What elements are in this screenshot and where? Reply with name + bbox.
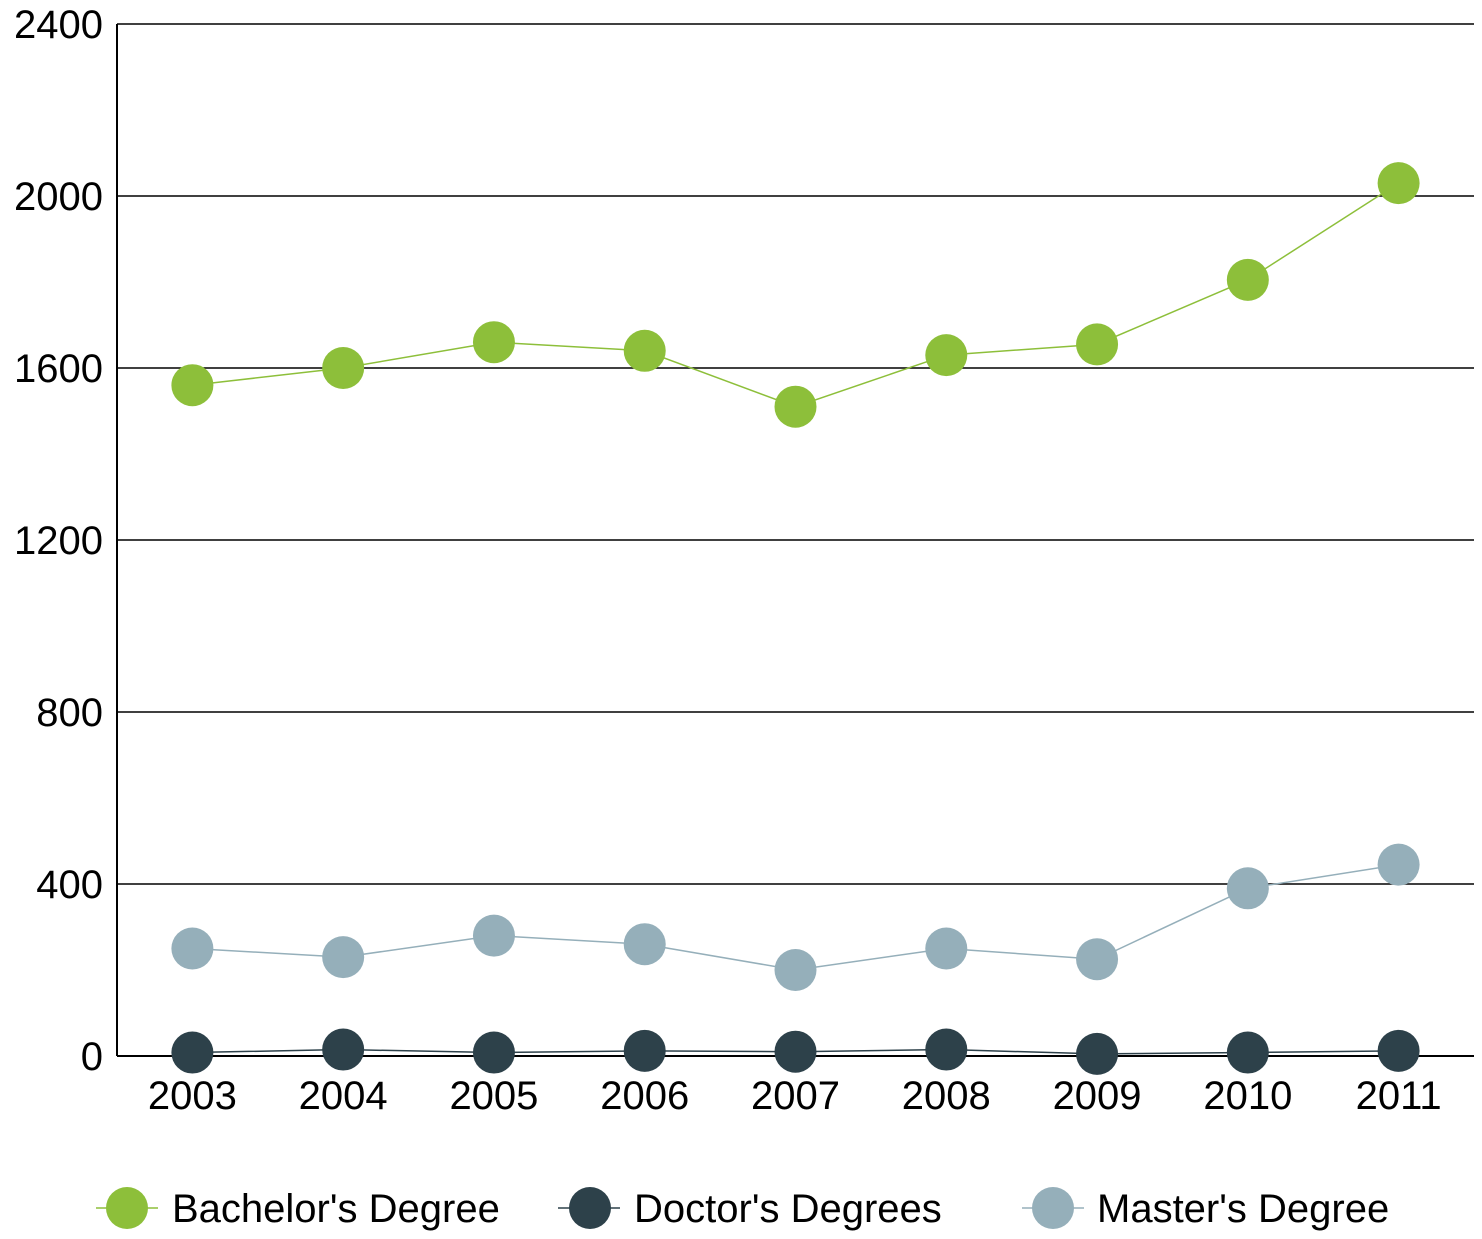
x-tick-label: 2004 — [299, 1074, 388, 1118]
legend-label: Master's Degree — [1097, 1187, 1389, 1231]
data-point — [1227, 259, 1269, 301]
x-tick-label: 2009 — [1053, 1074, 1142, 1118]
legend-marker — [569, 1187, 611, 1229]
gridlines — [117, 24, 1474, 884]
y-tick-label: 400 — [36, 863, 103, 907]
y-tick-label: 800 — [36, 691, 103, 735]
series-lines — [171, 162, 1419, 1075]
data-point — [322, 347, 364, 389]
data-point — [1227, 1032, 1269, 1074]
data-point — [1378, 162, 1420, 204]
y-tick-label: 2400 — [14, 3, 103, 47]
legend-item-0: Bachelor's Degree — [96, 1187, 500, 1231]
legend-item-2: Master's Degree — [1022, 1187, 1389, 1231]
legend-marker — [1032, 1187, 1074, 1229]
legend-item-1: Doctor's Degrees — [558, 1187, 942, 1231]
data-point — [473, 321, 515, 363]
y-tick-label: 1200 — [14, 519, 103, 563]
data-point — [1227, 867, 1269, 909]
legend-marker — [106, 1187, 148, 1229]
x-tick-label: 2011 — [1356, 1074, 1442, 1118]
data-point — [1378, 1030, 1420, 1072]
data-point — [775, 949, 817, 991]
x-tick-label: 2008 — [902, 1074, 991, 1118]
data-point — [171, 364, 213, 406]
data-point — [925, 334, 967, 376]
series-2 — [171, 844, 1419, 991]
data-point — [1378, 844, 1420, 886]
data-point — [473, 915, 515, 957]
data-point — [473, 1032, 515, 1074]
data-point — [775, 386, 817, 428]
y-tick-label: 2000 — [14, 175, 103, 219]
data-point — [925, 1029, 967, 1071]
series-0 — [171, 162, 1419, 428]
data-point — [322, 936, 364, 978]
x-tick-label: 2005 — [449, 1074, 538, 1118]
series-1 — [171, 1029, 1419, 1075]
data-point — [1076, 323, 1118, 365]
data-point — [775, 1031, 817, 1073]
data-point — [1076, 938, 1118, 980]
legend: Bachelor's Degree Doctor's Degrees Master'… — [96, 1187, 1389, 1231]
data-point — [925, 928, 967, 970]
series-line — [192, 183, 1398, 407]
x-tick-label: 2010 — [1203, 1074, 1292, 1118]
legend-label: Bachelor's Degree — [172, 1187, 500, 1231]
y-tick-label: 1600 — [14, 347, 103, 391]
data-point — [624, 1030, 666, 1072]
data-point — [171, 928, 213, 970]
data-point — [1076, 1033, 1118, 1075]
x-tick-label: 2006 — [600, 1074, 689, 1118]
y-tick-label: 0 — [81, 1035, 103, 1079]
x-tick-label: 2003 — [148, 1074, 237, 1118]
data-point — [624, 330, 666, 372]
data-point — [624, 923, 666, 965]
data-point — [322, 1029, 364, 1071]
legend-label: Doctor's Degrees — [634, 1187, 942, 1231]
data-point — [171, 1032, 213, 1074]
x-tick-label: 2007 — [751, 1074, 840, 1118]
